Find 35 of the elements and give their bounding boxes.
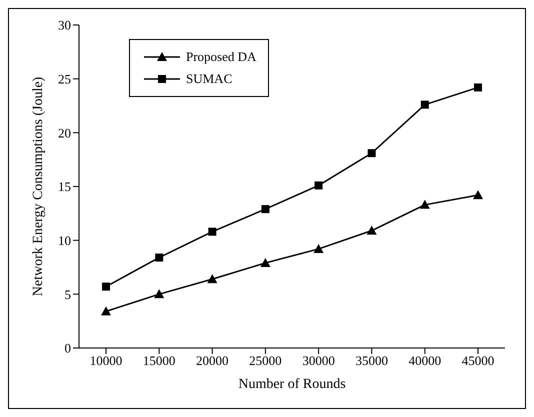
x-axis-title: Number of Rounds [238, 377, 346, 392]
y-tick-label: 25 [58, 71, 71, 86]
x-tick-label: 15000 [142, 353, 176, 368]
y-tick-label: 5 [64, 286, 71, 302]
y-tick-label: 15 [58, 179, 71, 194]
point [208, 228, 216, 236]
point [368, 149, 376, 158]
point [314, 181, 323, 190]
point [314, 244, 324, 253]
y-tick-label: 0 [64, 340, 71, 356]
point [207, 274, 218, 284]
point [420, 200, 430, 209]
legend-label: Proposed DA [186, 48, 256, 66]
point [101, 306, 111, 316]
x-tick-label: 35000 [355, 353, 388, 368]
x-tick-label: 10000 [90, 353, 122, 368]
y-tick-label: 10 [58, 232, 71, 248]
point [473, 190, 483, 200]
point [366, 226, 377, 235]
x-tick-label: 40000 [408, 353, 442, 368]
y-tick-label: 30 [58, 18, 71, 33]
y-axis-title: Network Energy Consumptions (Joule) [30, 76, 46, 296]
point [260, 258, 270, 267]
point [154, 289, 164, 298]
point [261, 205, 270, 214]
y-tick-label: 20 [58, 125, 71, 140]
x-tick-label: 45000 [462, 353, 494, 368]
point [420, 100, 429, 109]
point [102, 282, 110, 291]
x-tick-label: 25000 [249, 353, 282, 368]
legend-label: SUMAC [186, 70, 232, 88]
point [155, 254, 164, 262]
point [474, 83, 482, 92]
x-tick-label: 20000 [196, 353, 229, 368]
x-tick-label: 30000 [302, 353, 335, 368]
